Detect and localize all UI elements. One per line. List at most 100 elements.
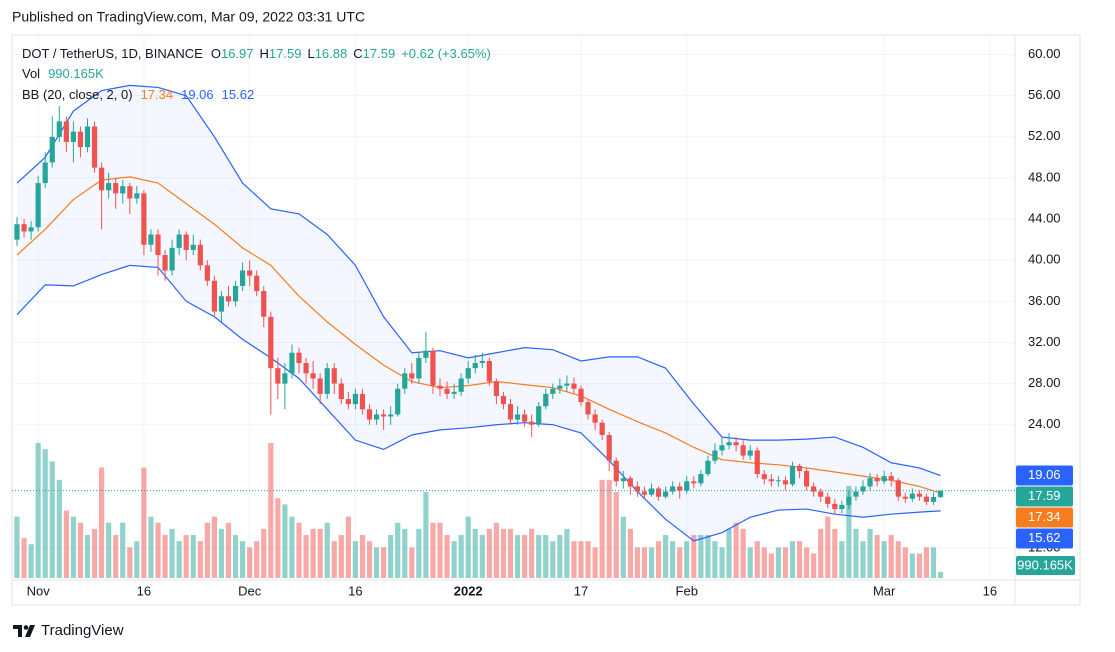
volume-bar [148, 516, 154, 578]
volume-bar [627, 528, 633, 578]
candle-body [275, 368, 281, 384]
candle-body [486, 360, 492, 382]
grid [12, 35, 1015, 580]
candle-body [564, 383, 570, 386]
candle-body [56, 121, 62, 137]
y-tick-label: 24.00 [1028, 416, 1061, 431]
candle-body [218, 296, 225, 312]
volume-bar [775, 547, 782, 578]
volume-bar [303, 535, 309, 578]
candle-body [42, 162, 48, 184]
volume-bar [909, 553, 915, 578]
volume-bar [606, 479, 612, 578]
candle-body [684, 481, 690, 491]
volume-bar [916, 553, 923, 578]
volume-bar [162, 535, 168, 578]
volume-bar [754, 541, 760, 578]
ohlc-letter: O [211, 46, 221, 61]
bb-name: BB (20, close, 2, 0) [22, 87, 133, 102]
candle-body [860, 486, 866, 492]
volume-bar [28, 544, 34, 578]
candle-body [881, 476, 887, 482]
candle-body [14, 224, 20, 240]
published-note: Published on TradingView.com, Mar 09, 20… [12, 9, 365, 25]
price-label: 17.59 [1028, 488, 1061, 503]
candle-body [465, 368, 471, 379]
volume-bar [190, 535, 196, 578]
volume-bar [49, 461, 55, 578]
volume-label: 990.165K [1017, 557, 1073, 572]
candle-body [190, 244, 196, 250]
candle-body [796, 465, 803, 471]
candle-body [923, 496, 930, 502]
volume-bar [324, 522, 330, 578]
volume-bar [183, 535, 189, 578]
volume-bar [529, 528, 535, 578]
volume-bar [923, 547, 930, 578]
volume-bar [599, 479, 605, 578]
volume-bar [352, 541, 359, 578]
candle-body [691, 481, 697, 484]
volume-bar [747, 547, 753, 578]
candle-body [768, 479, 774, 482]
volume-bar [733, 522, 739, 578]
candle-body [388, 414, 394, 417]
candle-body [49, 136, 55, 163]
candle-body [620, 478, 626, 482]
volume-bar [99, 467, 105, 578]
price-label-box [1016, 465, 1073, 486]
candle-body [261, 291, 267, 317]
candle-body [232, 285, 239, 302]
volume-bar [578, 541, 584, 578]
candle-body [141, 193, 147, 245]
volume-bar [113, 535, 119, 578]
x-tick-label: 16 [348, 583, 362, 598]
volume-bar [839, 541, 845, 578]
volume-bar [106, 522, 112, 578]
candle-body [514, 414, 521, 420]
price-label-box [1016, 528, 1073, 549]
volume-label-box [1016, 556, 1075, 575]
candle-body [21, 224, 27, 232]
candle-body [148, 234, 154, 245]
candle-body [430, 350, 436, 386]
volume-bar [261, 528, 267, 578]
price-label: 19.06 [1028, 467, 1061, 482]
volume-bar [888, 535, 894, 578]
volume-bar [317, 528, 323, 578]
ohlc-letter: H [260, 46, 269, 61]
candle-body [479, 360, 485, 364]
candle-body [550, 388, 556, 394]
volume-bar [176, 541, 182, 578]
volume-bar [63, 510, 69, 578]
candle-body [613, 460, 619, 482]
volume-bar [585, 541, 591, 578]
candle-body [782, 480, 789, 485]
candle-body [493, 381, 500, 396]
volume-bar [818, 528, 824, 578]
volume-bar [345, 516, 351, 578]
ohlc-letter: L [307, 46, 314, 61]
volume-bar [254, 541, 260, 578]
volume-bar [860, 541, 866, 578]
volume-bar [522, 535, 528, 578]
candle-body [677, 486, 683, 491]
candle-body [359, 393, 366, 410]
legend-bb: BB (20, close, 2, 0) 17.34 19.06 15.62 [22, 87, 254, 102]
brand-logo: TradingView [13, 622, 124, 639]
volume-bar [507, 528, 514, 578]
volume-bar [500, 528, 507, 578]
open-value: 16.97 [221, 46, 254, 61]
volume-name: Vol [22, 66, 40, 81]
volume-bar [648, 547, 655, 578]
price-label: 15.62 [1028, 530, 1061, 545]
candle-body [254, 275, 260, 292]
candle-body [423, 350, 429, 358]
candle-body [120, 186, 126, 194]
volume-bar [465, 516, 471, 578]
candle-body [733, 442, 739, 446]
volume-bar [430, 522, 436, 578]
candle-body [381, 414, 387, 417]
volume-bar [655, 541, 662, 578]
